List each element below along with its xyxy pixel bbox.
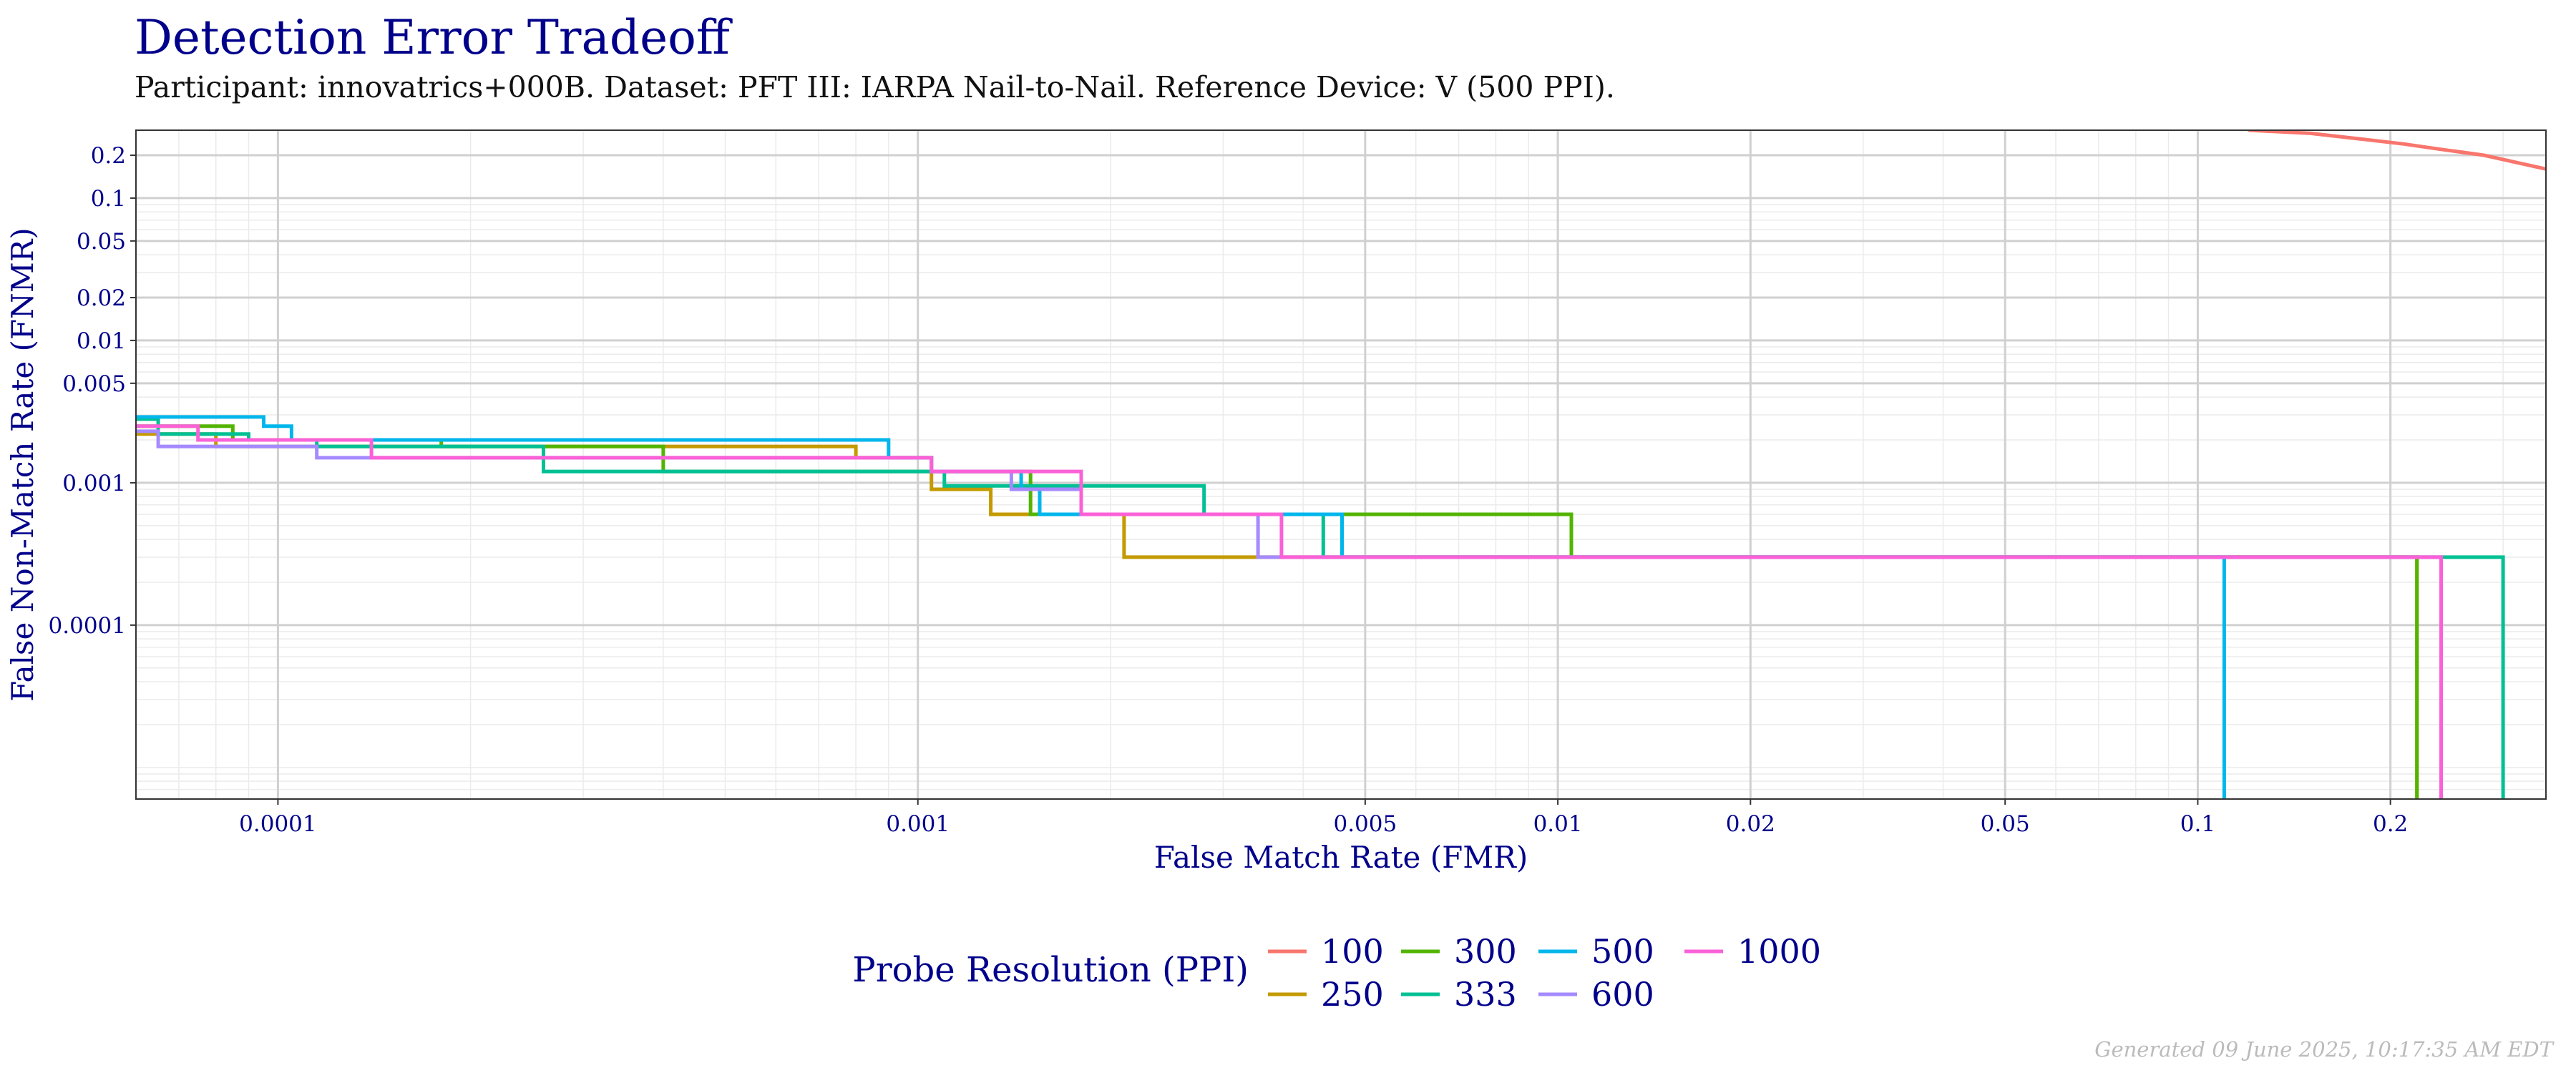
legend: Probe Resolution (PPI) 100 250 300 333 500 60…	[852, 932, 1821, 1014]
series-line-500	[136, 415, 2226, 799]
legend-label-500: 500	[1591, 932, 1654, 971]
legend-label-600: 600	[1591, 975, 1654, 1014]
x-axis: 0.0001 0.001 0.005 0.01 0.02 0.05 0.1 0.2	[239, 799, 2408, 837]
x-tick-label: 0.1	[2180, 811, 2215, 837]
y-axis: 0.0001 0.001 0.005 0.01 0.02 0.05 0.1 0.2	[49, 143, 136, 639]
y-tick-label: 0.0001	[49, 613, 126, 639]
legend-label-333: 333	[1454, 975, 1517, 1014]
legend-item-250: 250	[1268, 975, 1384, 1014]
x-tick-label: 0.005	[1333, 811, 1397, 837]
series-layer	[136, 130, 2546, 799]
y-tick-label: 0.005	[62, 371, 126, 397]
minor-gridlines	[135, 130, 2546, 800]
plot-panel-border	[135, 129, 2547, 800]
x-tick-label: 0.01	[1533, 811, 1583, 837]
series-line-1000	[136, 424, 2443, 799]
series-line-600	[136, 429, 2443, 799]
legend-item-500: 500	[1538, 932, 1654, 971]
series-line-333	[136, 417, 2505, 799]
y-tick-label: 0.1	[91, 186, 126, 212]
series-line-100	[2248, 130, 2546, 171]
legend-item-100: 100	[1268, 932, 1384, 971]
series-600	[136, 429, 2443, 799]
y-tick-label: 0.05	[77, 229, 126, 255]
legend-item-600: 600	[1538, 975, 1654, 1014]
y-tick-label: 0.001	[62, 471, 126, 496]
series-1000	[136, 424, 2443, 799]
series-333	[136, 417, 2505, 799]
y-axis-title: False Non-Match Rate (FNMR)	[5, 227, 40, 702]
y-tick-label: 0.2	[91, 143, 126, 169]
chart-subtitle: Participant: innovatrics+000B. Dataset: …	[135, 70, 1615, 104]
x-tick-label: 0.001	[886, 811, 950, 837]
x-axis-title: False Match Rate (FMR)	[1154, 840, 1528, 875]
y-tick-label: 0.02	[77, 285, 126, 311]
x-tick-label: 0.02	[1726, 811, 1775, 837]
generated-timestamp: Generated 09 June 2025, 10:17:35 AM EDT	[2094, 1037, 2553, 1062]
series-500	[136, 415, 2226, 799]
legend-title: Probe Resolution (PPI)	[852, 950, 1249, 990]
legend-label-250: 250	[1321, 975, 1384, 1014]
x-tick-label: 0.2	[2373, 811, 2408, 837]
legend-label-100: 100	[1321, 932, 1384, 971]
legend-item-333: 333	[1401, 975, 1517, 1014]
major-gridlines	[136, 130, 2546, 799]
x-tick-label: 0.05	[1981, 811, 2030, 837]
legend-item-300: 300	[1401, 932, 1517, 971]
legend-item-1000: 1000	[1684, 932, 1821, 971]
chart-title: Detection Error Tradeoff	[135, 10, 730, 65]
x-tick-label: 0.0001	[239, 811, 316, 837]
legend-label-1000: 1000	[1737, 932, 1821, 971]
legend-label-300: 300	[1454, 932, 1517, 971]
series-100	[2248, 130, 2546, 171]
y-tick-label: 0.01	[77, 328, 126, 354]
